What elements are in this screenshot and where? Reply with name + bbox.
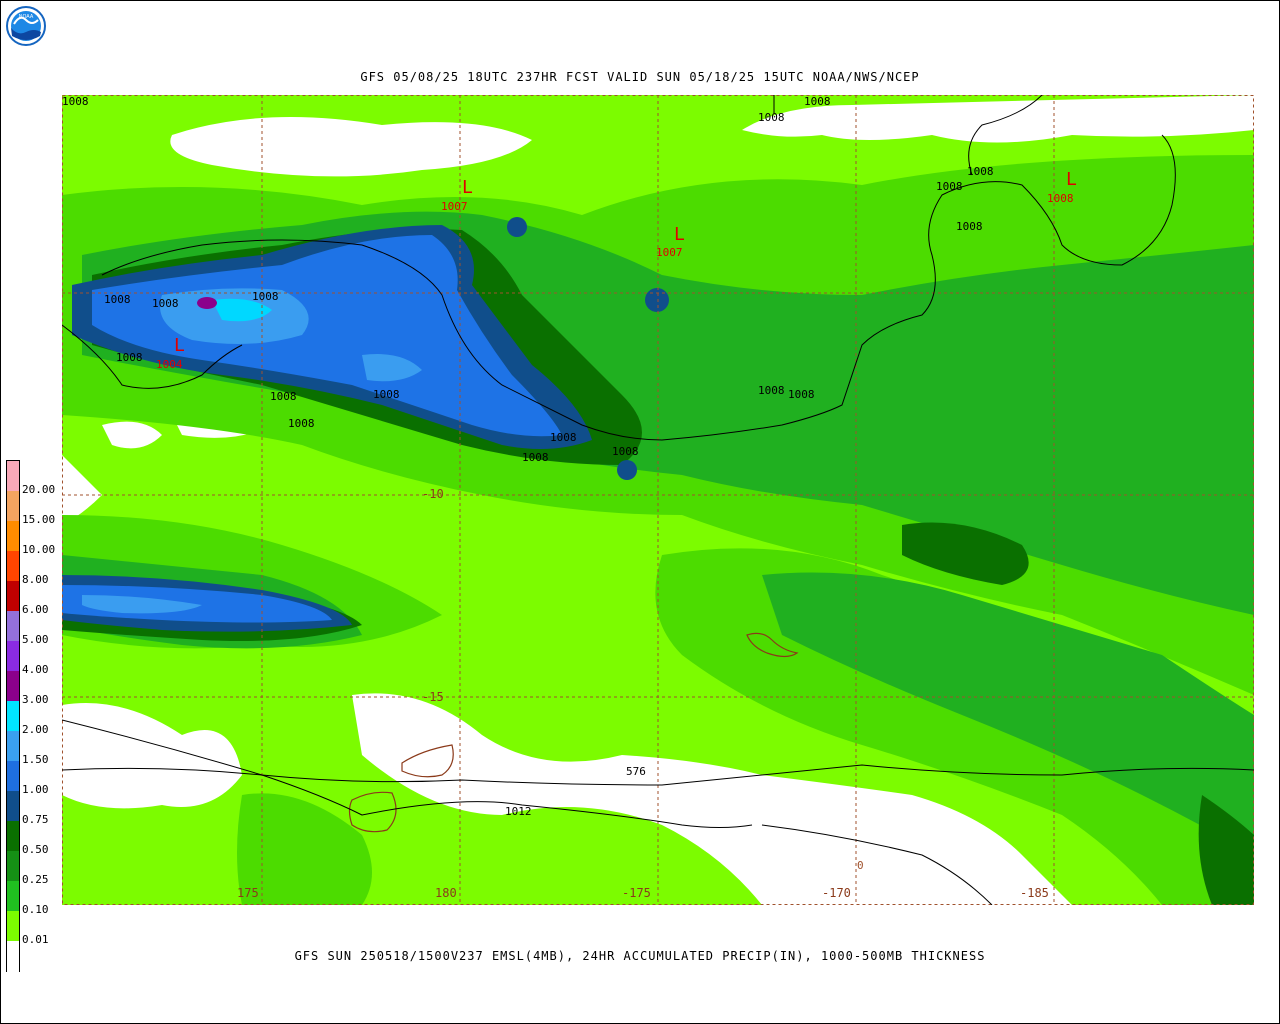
colorbar-label: 4.00	[22, 663, 49, 676]
thickness-label: 576	[626, 765, 646, 778]
colorbar-segment	[7, 911, 19, 942]
lat-label: -15	[422, 690, 444, 704]
isobar-label: 1008	[522, 451, 549, 464]
colorbar-label: 1.50	[22, 753, 49, 766]
isobar-label: 1008	[152, 297, 179, 310]
lon-label: 180	[435, 886, 457, 900]
precip-3.00-region	[212, 298, 272, 322]
isobar-label: 1008	[936, 180, 963, 193]
precip-colorbar	[6, 460, 20, 972]
noaa-logo: NOAA	[6, 6, 46, 46]
colorbar-segment	[7, 731, 19, 762]
colorbar-label: 6.00	[22, 603, 49, 616]
colorbar-label: 5.00	[22, 633, 49, 646]
colorbar-label: 8.00	[22, 573, 49, 586]
isobar-label: 1008	[104, 293, 131, 306]
low-pressure: 1007	[656, 246, 683, 259]
isobar-label: 1008	[804, 95, 831, 108]
isobar-label: 1008	[758, 111, 785, 124]
colorbar-segment	[7, 551, 19, 582]
edge-zero-label: 0	[857, 859, 864, 872]
isobar-label: 1008	[252, 290, 279, 303]
colorbar-segment	[7, 521, 19, 552]
colorbar-segment	[7, 491, 19, 522]
isobar-label: 1008	[956, 220, 983, 233]
isobar-label: 1012	[505, 805, 532, 818]
colorbar-label: 10.00	[22, 543, 56, 556]
colorbar-label: 20.00	[22, 483, 56, 496]
colorbar-label: 1.00	[22, 783, 49, 796]
lon-label: 175	[237, 886, 259, 900]
colorbar-segment	[7, 641, 19, 672]
isobar-labels: 1008 1008 1008 1008 1008 1008 1008 1008 …	[62, 95, 994, 872]
colorbar-segment	[7, 581, 19, 612]
isobar-label: 1008	[270, 390, 297, 403]
low-pressure: 1004	[156, 358, 183, 371]
colorbar-segment	[7, 611, 19, 642]
colorbar-segment	[7, 881, 19, 912]
isobar-label: 1008	[758, 384, 785, 397]
colorbar-label: 0.25	[22, 873, 49, 886]
isobar-label: 1008	[116, 351, 143, 364]
colorbar-segment	[7, 461, 19, 492]
colorbar-label: 0.50	[22, 843, 49, 856]
low-pressure: 1008	[1047, 192, 1074, 205]
isobar-label: 1008	[788, 388, 815, 401]
lat-lon-grid	[62, 95, 1254, 905]
colorbar-label: 0.75	[22, 813, 49, 826]
isobar-label: 1008	[373, 388, 400, 401]
chart-caption: GFS SUN 250518/1500V237 EMSL(4MB), 24HR …	[294, 949, 986, 963]
colorbar-label: 15.00	[22, 513, 56, 526]
isobar-label: 1008	[62, 95, 89, 108]
colorbar-label: 3.00	[22, 693, 49, 706]
noaa-logo-text: NOAA	[19, 14, 34, 20]
lon-label: -185	[1020, 886, 1049, 900]
colorbar-segment	[7, 791, 19, 822]
precip-max-spot	[197, 297, 217, 309]
isobar-label: 1008	[550, 431, 577, 444]
low-pressure-centers: L 1007 L 1007 L 1008 L 1004	[156, 169, 1077, 371]
lon-label: -175	[622, 886, 651, 900]
isobars	[62, 95, 1254, 905]
colorbar-segment	[7, 761, 19, 792]
axis-labels: 175 180 -175 -170 -185 -10 -15	[237, 487, 1049, 900]
low-symbol: L	[1066, 169, 1077, 190]
colorbar-segment	[7, 701, 19, 732]
precip-map: 1008 1008 1008 1008 1008 1008 1008 1008 …	[62, 95, 1254, 905]
isobar-label: 1008	[288, 417, 315, 430]
colorbar-segment	[7, 851, 19, 882]
low-symbol: L	[462, 177, 473, 198]
isobar-label: 1008	[612, 445, 639, 458]
no-precip-regions	[62, 95, 1254, 905]
low-symbol: L	[674, 224, 685, 245]
colorbar-segment	[7, 671, 19, 702]
coastlines	[348, 632, 799, 833]
low-pressure: 1007	[441, 200, 468, 213]
lon-label: -170	[822, 886, 851, 900]
low-symbol: L	[174, 335, 185, 356]
colorbar-label: 0.10	[22, 903, 49, 916]
colorbar-segment	[7, 821, 19, 852]
isobar-label: 1008	[967, 165, 994, 178]
colorbar-segment	[7, 941, 19, 972]
colorbar-label: 0.01	[22, 933, 49, 946]
colorbar-label: 2.00	[22, 723, 49, 736]
chart-title: GFS 05/08/25 18UTC 237HR FCST VALID SUN …	[360, 70, 920, 84]
lat-label: -10	[422, 487, 444, 501]
